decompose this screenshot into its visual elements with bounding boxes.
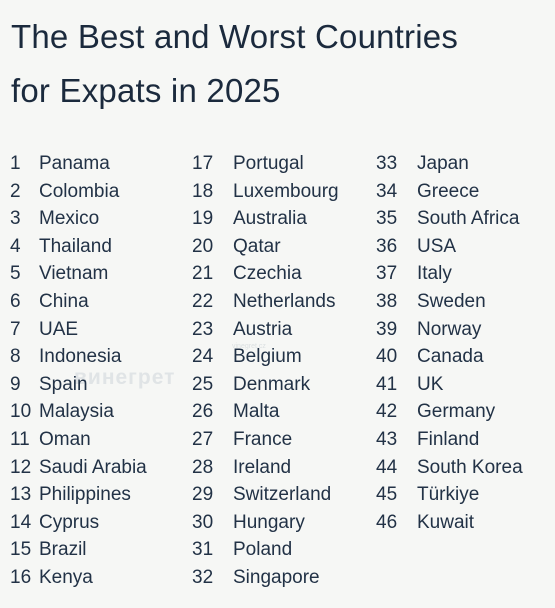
- country-name: Netherlands: [233, 290, 336, 312]
- rank-number: 15: [10, 539, 32, 561]
- country-name: Austria: [233, 318, 293, 340]
- rank-number: 31: [192, 539, 214, 561]
- rank-number: 12: [10, 456, 32, 478]
- country-name: Hungary: [233, 511, 305, 533]
- title-line-2: for Expats in 2025: [11, 72, 281, 109]
- rank-number: 18: [192, 180, 214, 202]
- rank-number: 27: [192, 428, 214, 450]
- country-name: Kenya: [39, 566, 93, 588]
- country-name: Brazil: [39, 539, 87, 561]
- rank-number: 11: [10, 428, 30, 450]
- country-name: South Africa: [417, 208, 520, 230]
- country-name: Vietnam: [39, 263, 109, 285]
- rank-number: 25: [192, 373, 214, 395]
- rank-number: 34: [376, 180, 398, 202]
- country-name: France: [233, 428, 293, 450]
- rank-number: 2: [10, 180, 21, 202]
- country-name: Singapore: [233, 566, 320, 588]
- country-name: Belgium: [233, 346, 302, 368]
- country-name: Ireland: [233, 456, 292, 478]
- country-name: Malta: [233, 401, 280, 423]
- country-name: Spain: [39, 373, 88, 395]
- country-name: Philippines: [39, 484, 131, 506]
- rank-number: 42: [376, 401, 398, 423]
- country-name: Czechia: [233, 263, 302, 285]
- rank-number: 1: [10, 153, 21, 174]
- rank-number: 39: [376, 318, 398, 340]
- rank-number: 16: [10, 566, 32, 588]
- country-name: Poland: [233, 539, 293, 561]
- country-name: Denmark: [233, 373, 311, 395]
- rank-number: 36: [376, 235, 398, 257]
- rank-number: 14: [10, 511, 32, 533]
- country-name: UAE: [39, 318, 79, 340]
- country-name: Oman: [39, 428, 91, 450]
- country-name: Malaysia: [39, 401, 114, 423]
- rank-number: 6: [10, 290, 21, 312]
- rank-number: 10: [10, 401, 32, 423]
- country-name: Indonesia: [39, 346, 122, 368]
- country-name: Qatar: [233, 235, 281, 257]
- country-name: Norway: [417, 318, 482, 340]
- rank-number: 23: [192, 318, 214, 340]
- rank-number: 37: [376, 263, 398, 285]
- country-name: Portugal: [233, 153, 304, 174]
- country-name: Luxembourg: [233, 180, 339, 202]
- country-name: Thailand: [39, 235, 112, 257]
- rank-number: 28: [192, 456, 214, 478]
- rank-number: 26: [192, 401, 214, 423]
- country-name: Greece: [417, 180, 480, 202]
- country-name: Canada: [417, 346, 484, 368]
- rank-number: 13: [10, 484, 32, 506]
- country-name: Colombia: [39, 180, 120, 202]
- rank-number: 30: [192, 511, 214, 533]
- country-name: Sweden: [417, 290, 486, 312]
- rank-number: 43: [376, 428, 398, 450]
- rank-number: 33: [376, 153, 398, 174]
- country-name: Panama: [39, 153, 110, 174]
- rank-number: 7: [10, 318, 21, 340]
- country-name: Italy: [417, 263, 452, 285]
- country-name: Türkiye: [417, 484, 480, 506]
- rank-number: 17: [192, 153, 214, 174]
- rank-number: 21: [192, 263, 214, 285]
- rank-number: 35: [376, 208, 398, 230]
- country-name: Kuwait: [417, 511, 475, 533]
- page-title: The Best and Worst Countries for Expats …: [11, 10, 551, 118]
- country-name: Switzerland: [233, 484, 332, 506]
- rank-number: 45: [376, 484, 398, 506]
- country-name: Finland: [417, 428, 480, 450]
- country-name: UK: [417, 373, 444, 395]
- rank-number: 40: [376, 346, 398, 368]
- rank-number: 5: [10, 263, 21, 285]
- country-name: China: [39, 290, 89, 312]
- rank-number: 44: [376, 456, 398, 478]
- rank-number: 24: [192, 346, 214, 368]
- title-line-1: The Best and Worst Countries: [11, 18, 459, 55]
- country-name: Japan: [417, 153, 469, 174]
- country-name: Saudi Arabia: [39, 456, 147, 478]
- country-name: Australia: [233, 208, 307, 230]
- rank-number: 20: [192, 235, 214, 257]
- rank-number: 46: [376, 511, 398, 533]
- country-name: Mexico: [39, 208, 100, 230]
- rank-number: 29: [192, 484, 214, 506]
- rank-number: 3: [10, 208, 21, 230]
- country-name: South Korea: [417, 456, 523, 478]
- country-name: USA: [417, 235, 457, 257]
- rank-number: 8: [10, 346, 21, 368]
- country-name: Germany: [417, 401, 496, 423]
- rank-number: 38: [376, 290, 398, 312]
- rank-number: 9: [10, 373, 21, 395]
- country-name: Cyprus: [39, 511, 100, 533]
- rank-number: 19: [192, 208, 214, 230]
- rank-number: 4: [10, 235, 21, 257]
- rank-number: 32: [192, 566, 214, 588]
- rank-number: 22: [192, 290, 214, 312]
- rank-number: 41: [376, 373, 398, 395]
